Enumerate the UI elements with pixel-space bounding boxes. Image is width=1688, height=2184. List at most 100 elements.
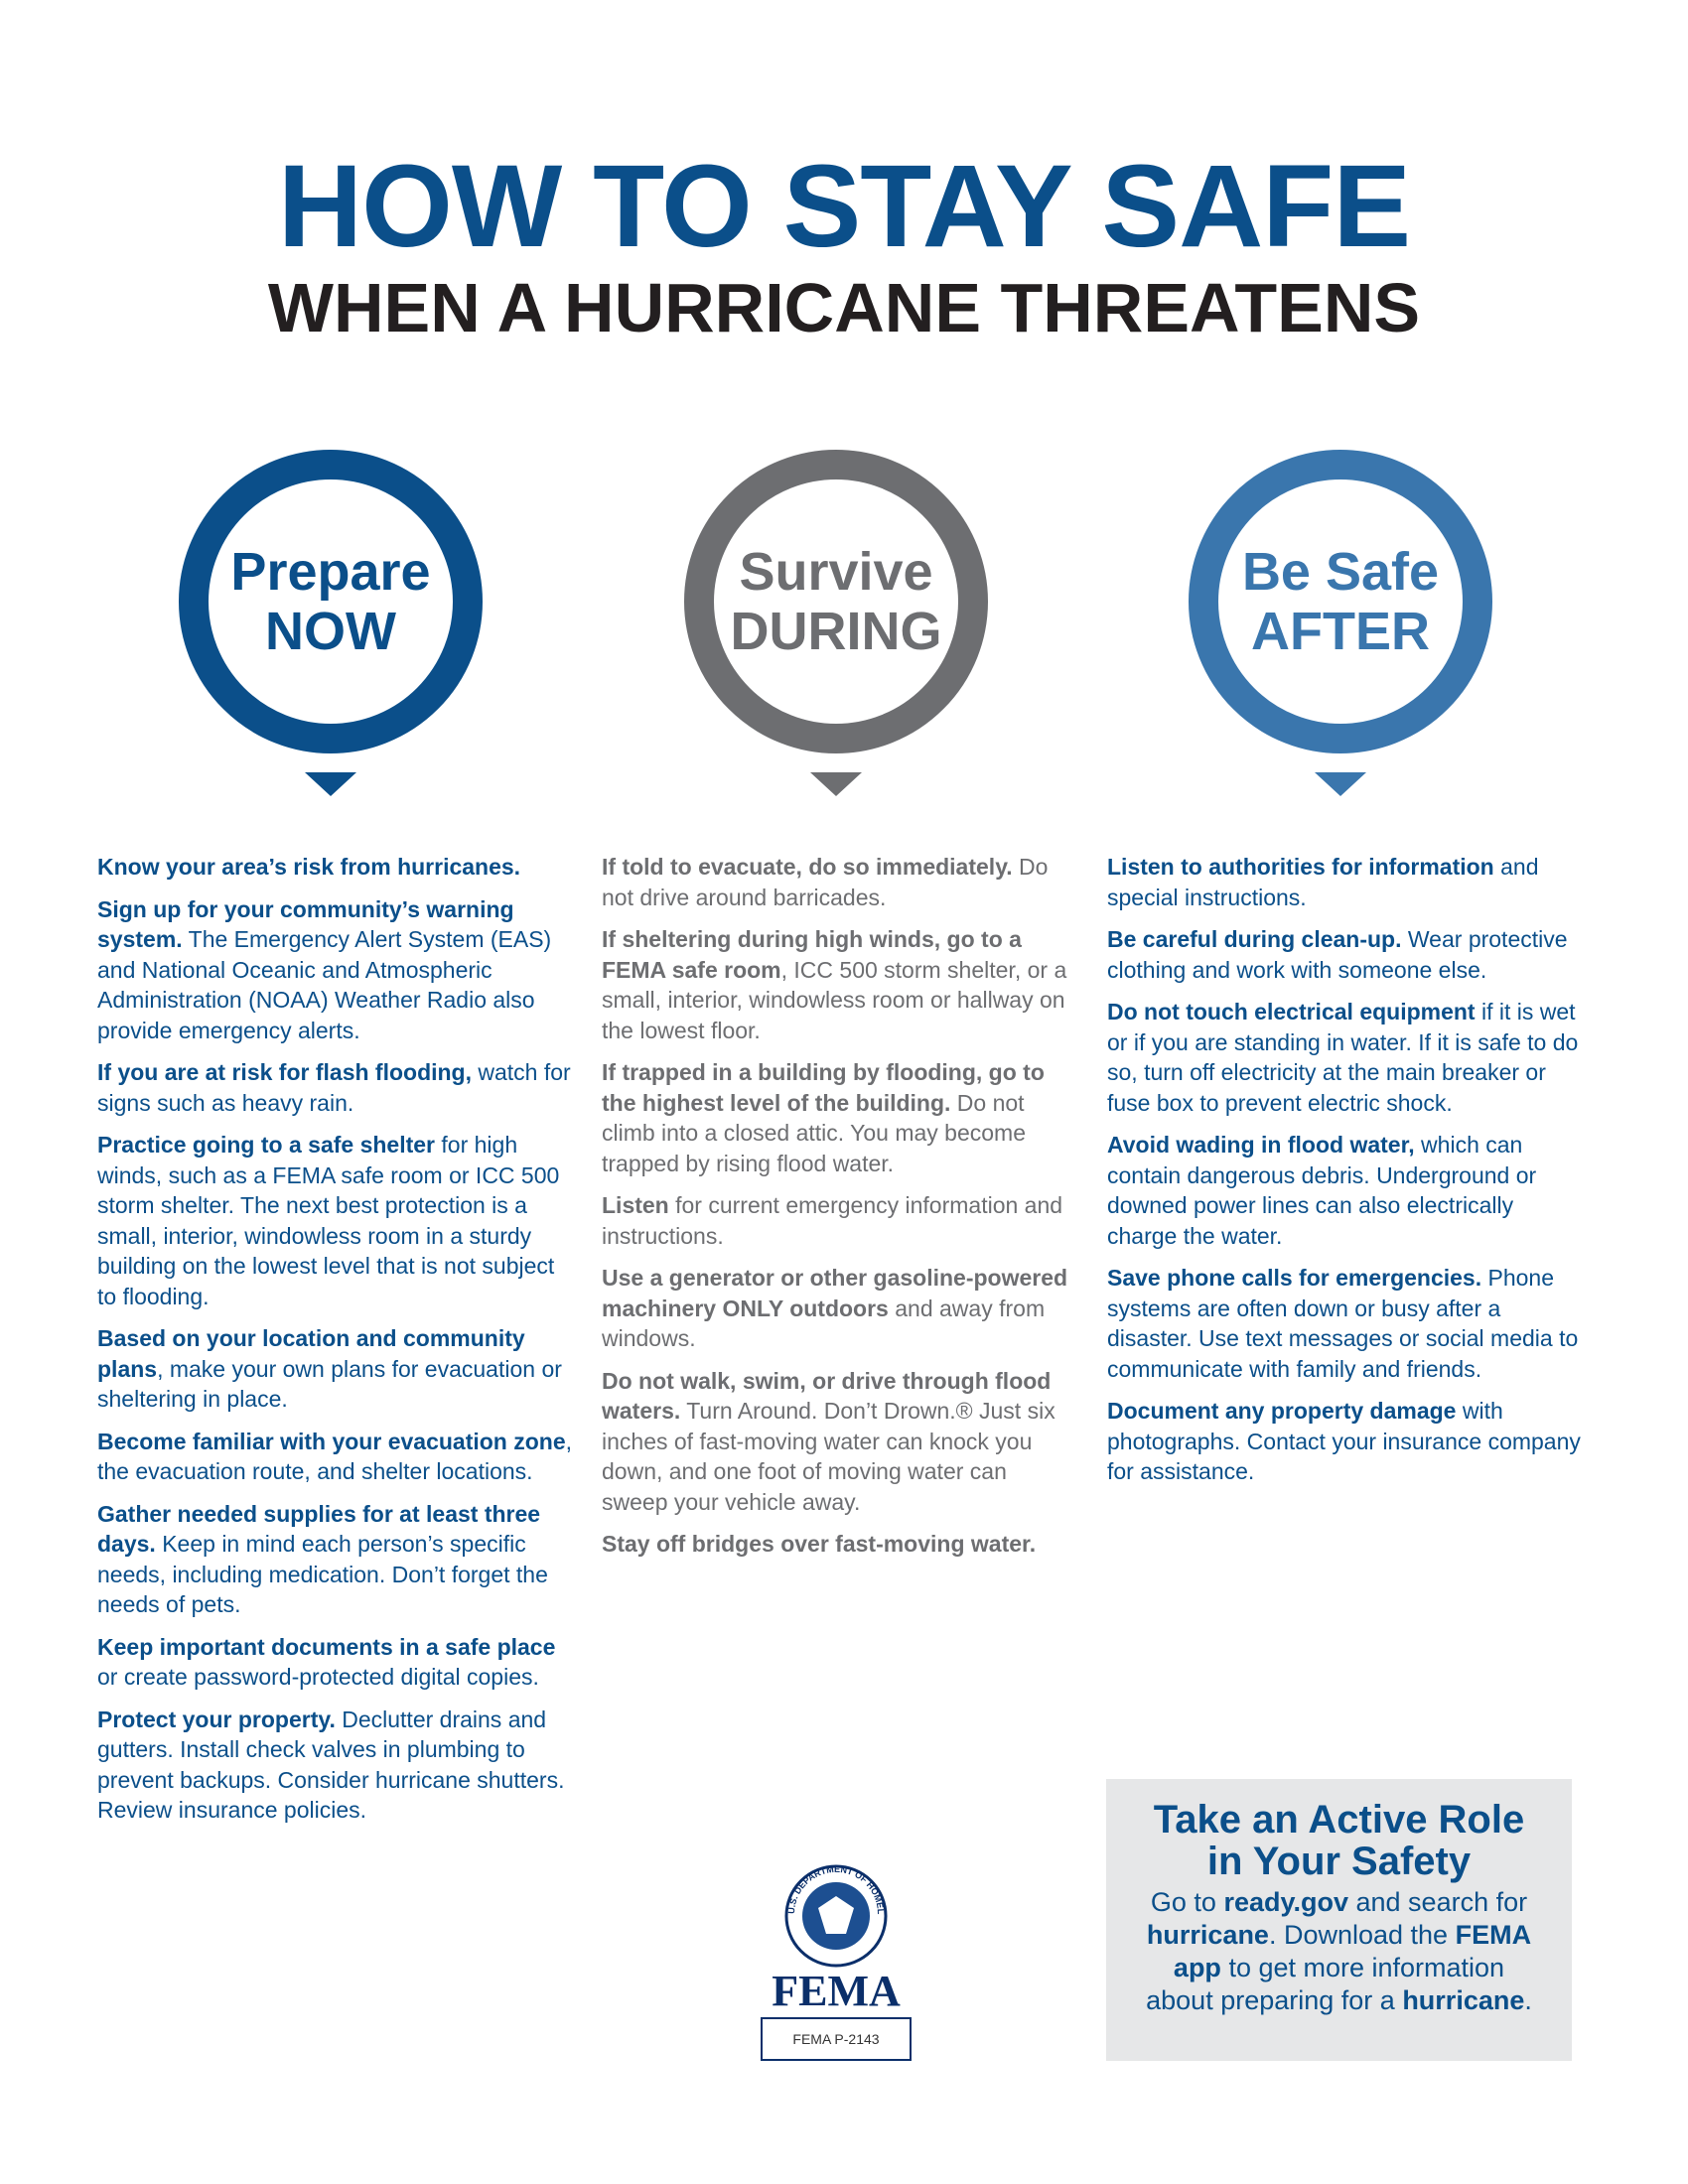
tip-text: watch for signs such as heavy rain. xyxy=(97,1059,571,1116)
tip: Become familiar with your evacuation zon… xyxy=(97,1427,574,1487)
phase-label: Survive xyxy=(739,542,932,602)
title: HOW TO STAY SAFE xyxy=(277,141,1411,272)
tip-text: and away from windows. xyxy=(602,1295,1046,1352)
tip: Be careful during clean-up. Wear protect… xyxy=(1107,924,1584,985)
tip-text: Keep in mind each person’s specific need… xyxy=(97,1531,548,1617)
tip-bold: Use a generator or other gasoline-powere… xyxy=(602,1265,1068,1321)
phase-label: DURING xyxy=(731,602,942,661)
tip-bold: Gather needed supplies for at least thre… xyxy=(97,1500,541,1558)
tip-text: Wear protective clothing and work with s… xyxy=(1107,926,1568,983)
tip-bold: If you are at risk for flash flooding, xyxy=(97,1059,472,1085)
tip-bold: Practice going to a safe shelter xyxy=(97,1132,436,1158)
tip: If trapped in a building by flooding, go… xyxy=(602,1057,1078,1178)
tip-text: Do not drive around barricades. xyxy=(602,854,1049,910)
tip-bold: Listen xyxy=(602,1192,669,1218)
tip-text: , the evacuation route, and shelter loca… xyxy=(97,1428,573,1485)
seal-emblem xyxy=(818,1896,854,1934)
tip-bold: Stay off bridges over fast-moving water. xyxy=(602,1531,1037,1557)
tip-bold: Save phone calls for emergencies. xyxy=(1107,1265,1482,1291)
tip-text: Phone systems are often down or busy aft… xyxy=(1107,1265,1579,1382)
tip-bold: Avoid wading in flood water, xyxy=(1107,1132,1415,1158)
tip-bold: Based on your location and community pla… xyxy=(97,1325,525,1382)
tip: Keep important documents in a safe place… xyxy=(97,1632,574,1693)
phase-arrow xyxy=(1315,772,1366,796)
tip-text: or create password-protected digital cop… xyxy=(97,1664,539,1690)
fema-logo: U.S. DEPARTMENT OF HOMELAND SECURITY FEM… xyxy=(735,1856,912,2061)
tip-text: , make your own plans for evacuation or … xyxy=(97,1355,562,1413)
callout-text: and search for xyxy=(1348,1887,1528,1917)
tip: Use a generator or other gasoline-powere… xyxy=(602,1263,1078,1354)
tip: Do not touch electrical equipment if it … xyxy=(1107,997,1584,1118)
tip: If you are at risk for flash flooding, w… xyxy=(97,1057,574,1118)
tip-bold: Do not touch electrical equipment xyxy=(1107,999,1476,1024)
tip-text: with photographs. Contact your insurance… xyxy=(1107,1398,1581,1484)
tip: If sheltering during high winds, go to a… xyxy=(602,924,1078,1045)
callout-text: . Download the xyxy=(1268,1920,1456,1950)
tip-bold: Listen to authorities for information xyxy=(1107,854,1494,880)
callout-text: hurricane xyxy=(1146,1920,1269,1950)
callout-text: FEMA app xyxy=(1173,1920,1532,1982)
tip-bold: If told to evacuate, do so immediately. xyxy=(602,854,1013,880)
tip-bold: Sign up for your community’s warning sys… xyxy=(97,895,514,953)
tip: Gather needed supplies for at least thre… xyxy=(97,1499,574,1620)
callout-text: Go to xyxy=(1150,1887,1224,1917)
phase-ring xyxy=(1189,450,1492,753)
tip: Protect your property. Declutter drains … xyxy=(97,1705,574,1826)
phase-label: AFTER xyxy=(1251,602,1430,661)
tip-bold: If trapped in a building by flooding, go… xyxy=(602,1059,1045,1116)
tip: Sign up for your community’s warning sys… xyxy=(97,894,574,1046)
callout: Take an Active Role in Your Safety Go to… xyxy=(1106,1779,1572,2061)
phase-label: Be Safe xyxy=(1242,542,1439,602)
tip-bold: Be careful during clean-up. xyxy=(1107,926,1402,952)
tip: Avoid wading in flood water, which can c… xyxy=(1107,1130,1584,1251)
callout-text: to get more information about preparing … xyxy=(1146,1953,1505,2015)
tip-text: and special instructions. xyxy=(1107,854,1539,910)
tip-bold: If sheltering during high winds, go to a… xyxy=(602,926,1022,983)
callout-text: . xyxy=(1524,1985,1532,2015)
phase-arrow xyxy=(810,772,862,796)
tip: If told to evacuate, do so immediately. … xyxy=(602,852,1078,912)
callout-text: hurricane xyxy=(1402,1985,1525,2015)
phase-ring xyxy=(179,450,483,753)
tip: Document any property damage with photog… xyxy=(1107,1396,1584,1487)
phase-ring xyxy=(684,450,988,753)
callout-heading: Take an Active Role in Your Safety xyxy=(1153,1798,1525,1883)
phase-label: Prepare xyxy=(230,542,430,602)
tip-bold: Become familiar with your evacuation zon… xyxy=(97,1428,566,1454)
tip: Do not walk, swim, or drive through floo… xyxy=(602,1366,1078,1518)
tip: Know your area’s risk from hurricanes. xyxy=(97,852,574,883)
column: If told to evacuate, do so immediately. … xyxy=(602,852,1078,1571)
tip-bold: Protect your property. xyxy=(97,1706,336,1732)
column: Listen to authorities for information an… xyxy=(1107,852,1584,1499)
tip-text: , ICC 500 storm shelter, or a small, int… xyxy=(602,956,1067,1043)
tip: Save phone calls for emergencies. Phone … xyxy=(1107,1263,1584,1384)
tip-text: for high winds, such as a FEMA safe room… xyxy=(97,1132,560,1309)
tip-bold: Know your area’s risk from hurricanes. xyxy=(97,854,521,880)
phase-arrow xyxy=(305,772,356,796)
tip-text: Declutter drains and gutters. Install ch… xyxy=(97,1706,565,1824)
publication-code: FEMA P-2143 xyxy=(792,2031,879,2047)
tip-text: which can contain dangerous debris. Unde… xyxy=(1107,1132,1537,1249)
tip-bold: Do not walk, swim, or drive through floo… xyxy=(602,1367,1052,1425)
callout-text: ready.gov xyxy=(1223,1887,1348,1917)
code-box xyxy=(761,2017,912,2061)
tip-text: The Emergency Alert System (EAS) and Nat… xyxy=(97,926,552,1043)
tip-text: Turn Around. Don’t Drown.® Just six inch… xyxy=(602,1398,1055,1515)
column: Know your area’s risk from hurricanes. Si… xyxy=(97,852,574,1838)
tip-text: Do not climb into a closed attic. You ma… xyxy=(602,1089,1027,1176)
tip: Stay off bridges over fast-moving water. xyxy=(602,1529,1078,1560)
tip-bold: Document any property damage xyxy=(1107,1398,1457,1424)
tip-bold: Keep important documents in a safe place xyxy=(97,1633,556,1660)
tip-text: for current emergency information and in… xyxy=(602,1192,1063,1249)
fema-name: FEMA xyxy=(772,1967,901,2015)
callout-body: Go to ready.gov and search for hurricane… xyxy=(1146,1886,1532,2017)
tip: Practice going to a safe shelter for hig… xyxy=(97,1130,574,1311)
phase-label: NOW xyxy=(265,602,396,661)
tip: Based on your location and community pla… xyxy=(97,1323,574,1415)
tip: Listen to authorities for information an… xyxy=(1107,852,1584,912)
subtitle: WHEN A HURRICANE THREATENS xyxy=(267,269,1421,346)
tip-text: if it is wet or if you are standing in w… xyxy=(1107,999,1579,1116)
tip: Listen for current emergency information… xyxy=(602,1190,1078,1251)
